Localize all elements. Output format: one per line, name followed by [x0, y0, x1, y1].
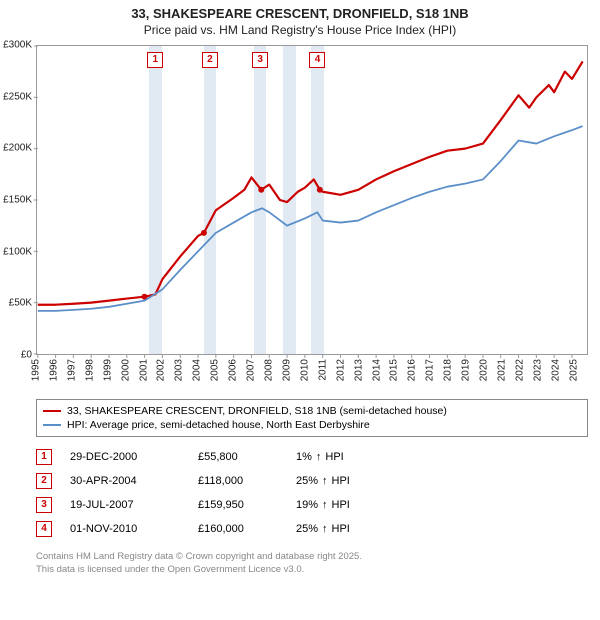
- y-axis-labels: £0£50K£100K£150K£200K£250K£300K: [0, 45, 34, 355]
- y-tick-label: £50K: [9, 298, 32, 309]
- x-tick-label: 2023: [532, 359, 543, 381]
- x-tick-label: 1997: [66, 359, 77, 381]
- x-tick-label: 2018: [443, 359, 454, 381]
- event-diff: 19% ↑ HPI: [296, 499, 350, 511]
- arrow-up-icon: ↑: [322, 523, 328, 535]
- arrow-up-icon: ↑: [316, 451, 322, 463]
- event-number: 1: [36, 449, 52, 465]
- event-row: 3 19-JUL-2007 £159,950 19% ↑ HPI: [36, 493, 588, 517]
- y-tick-label: £200K: [3, 143, 32, 154]
- plot-area: 1 2 3 4: [36, 45, 588, 355]
- sale-point: [201, 230, 207, 236]
- event-marker: 2: [202, 52, 218, 68]
- x-tick-label: 2009: [281, 359, 292, 381]
- x-tick-label: 2020: [479, 359, 490, 381]
- x-tick-label: 2014: [371, 359, 382, 381]
- events-table: 1 29-DEC-2000 £55,800 1% ↑ HPI 2 30-APR-2004 £…: [36, 445, 588, 541]
- footer-attribution: Contains HM Land Registry data © Crown c…: [36, 551, 588, 577]
- chart-subtitle: Price paid vs. HM Land Registry's House …: [0, 23, 600, 37]
- event-row: 4 01-NOV-2010 £160,000 25% ↑ HPI: [36, 517, 588, 541]
- event-diff: 1% ↑ HPI: [296, 451, 344, 463]
- event-date: 30-APR-2004: [70, 475, 180, 487]
- x-axis-labels: 1995199619971998199920002001200220032004…: [36, 355, 588, 395]
- legend-row: HPI: Average price, semi-detached house,…: [43, 418, 581, 432]
- x-tick-label: 2017: [425, 359, 436, 381]
- chart-container: 33, SHAKESPEARE CRESCENT, DRONFIELD, S18…: [0, 0, 600, 577]
- x-tick-label: 1996: [48, 359, 59, 381]
- y-tick-label: £100K: [3, 246, 32, 257]
- legend-label: 33, SHAKESPEARE CRESCENT, DRONFIELD, S18…: [67, 405, 447, 417]
- event-number: 4: [36, 521, 52, 537]
- x-tick-label: 2006: [228, 359, 239, 381]
- legend-swatch: [43, 410, 61, 412]
- series-hpi: [38, 126, 583, 311]
- x-tick-label: 2022: [514, 359, 525, 381]
- x-tick-label: 1999: [102, 359, 113, 381]
- chart-svg: [37, 46, 587, 354]
- series-property: [38, 61, 583, 304]
- x-tick-label: 2019: [461, 359, 472, 381]
- event-row: 2 30-APR-2004 £118,000 25% ↑ HPI: [36, 469, 588, 493]
- event-price: £160,000: [198, 523, 278, 535]
- x-tick-label: 2004: [192, 359, 203, 381]
- event-marker: 1: [147, 52, 163, 68]
- legend-swatch: [43, 424, 61, 426]
- y-tick-label: £250K: [3, 91, 32, 102]
- footer-line: Contains HM Land Registry data © Crown c…: [36, 551, 588, 564]
- x-tick-label: 2010: [299, 359, 310, 381]
- y-tick-label: £150K: [3, 195, 32, 206]
- event-date: 19-JUL-2007: [70, 499, 180, 511]
- x-tick-label: 2011: [317, 359, 328, 381]
- legend: 33, SHAKESPEARE CRESCENT, DRONFIELD, S18…: [36, 399, 588, 437]
- x-tick-label: 1998: [84, 359, 95, 381]
- legend-label: HPI: Average price, semi-detached house,…: [67, 419, 370, 431]
- x-tick-label: 1995: [31, 359, 42, 381]
- event-price: £159,950: [198, 499, 278, 511]
- x-tick-label: 2000: [120, 359, 131, 381]
- sale-point: [317, 187, 323, 193]
- legend-row: 33, SHAKESPEARE CRESCENT, DRONFIELD, S18…: [43, 404, 581, 418]
- event-diff: 25% ↑ HPI: [296, 475, 350, 487]
- event-date: 01-NOV-2010: [70, 523, 180, 535]
- x-tick-label: 2002: [156, 359, 167, 381]
- arrow-up-icon: ↑: [322, 475, 328, 487]
- x-tick-label: 2024: [550, 359, 561, 381]
- chart-title: 33, SHAKESPEARE CRESCENT, DRONFIELD, S18…: [0, 6, 600, 21]
- x-tick-label: 2021: [496, 359, 507, 381]
- x-tick-label: 2015: [389, 359, 400, 381]
- event-number: 3: [36, 497, 52, 513]
- footer-line: This data is licensed under the Open Gov…: [36, 564, 588, 577]
- y-tick-label: £300K: [3, 40, 32, 51]
- event-marker: 4: [309, 52, 325, 68]
- x-tick-label: 2025: [568, 359, 579, 381]
- x-tick-label: 2008: [263, 359, 274, 381]
- event-date: 29-DEC-2000: [70, 451, 180, 463]
- x-tick-label: 2013: [353, 359, 364, 381]
- event-price: £55,800: [198, 451, 278, 463]
- x-tick-label: 2001: [138, 359, 149, 381]
- x-tick-label: 2016: [407, 359, 418, 381]
- event-price: £118,000: [198, 475, 278, 487]
- x-tick-label: 2003: [174, 359, 185, 381]
- sale-point: [258, 187, 264, 193]
- x-tick-label: 2005: [210, 359, 221, 381]
- x-tick-label: 2012: [335, 359, 346, 381]
- arrow-up-icon: ↑: [322, 499, 328, 511]
- x-tick-label: 2007: [246, 359, 257, 381]
- event-number: 2: [36, 473, 52, 489]
- event-row: 1 29-DEC-2000 £55,800 1% ↑ HPI: [36, 445, 588, 469]
- event-marker: 3: [252, 52, 268, 68]
- event-diff: 25% ↑ HPI: [296, 523, 350, 535]
- title-block: 33, SHAKESPEARE CRESCENT, DRONFIELD, S18…: [0, 0, 600, 37]
